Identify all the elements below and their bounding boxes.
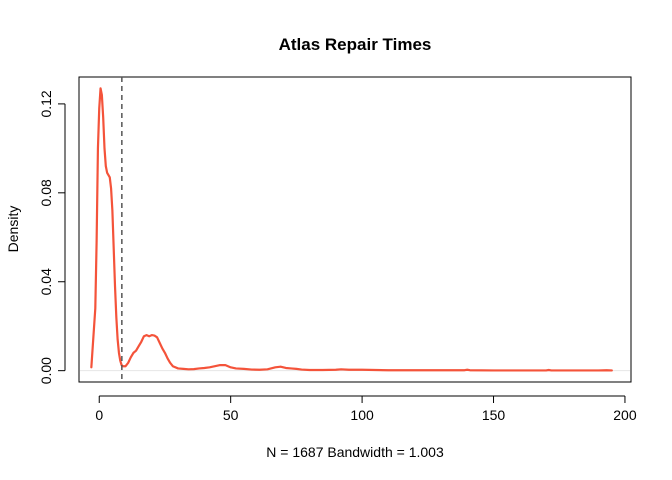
density-line-0 — [90, 87, 613, 372]
y-axis: 0.00 0.04 0.08 0.12 — [38, 90, 66, 384]
chart-title: Atlas Repair Times — [279, 35, 432, 54]
y-axis-label: Density — [5, 206, 21, 253]
x-axis-label: N = 1687 Bandwidth = 1.003 — [266, 444, 444, 460]
plot-frame — [78, 76, 632, 383]
x-tick-label: 0 — [95, 407, 103, 423]
x-tick-label: 100 — [350, 407, 374, 423]
x-tick-label: 50 — [223, 407, 239, 423]
y-tick-label: 0.12 — [38, 90, 54, 117]
y-tick-label: 0.04 — [38, 268, 54, 295]
series-layer — [90, 87, 613, 372]
x-tick-label: 200 — [613, 407, 637, 423]
y-tick-label: 0.00 — [38, 357, 54, 384]
y-tick-label: 0.08 — [38, 179, 54, 206]
x-tick-label: 150 — [482, 407, 506, 423]
x-axis: 0 50 100 150 200 — [95, 395, 637, 423]
